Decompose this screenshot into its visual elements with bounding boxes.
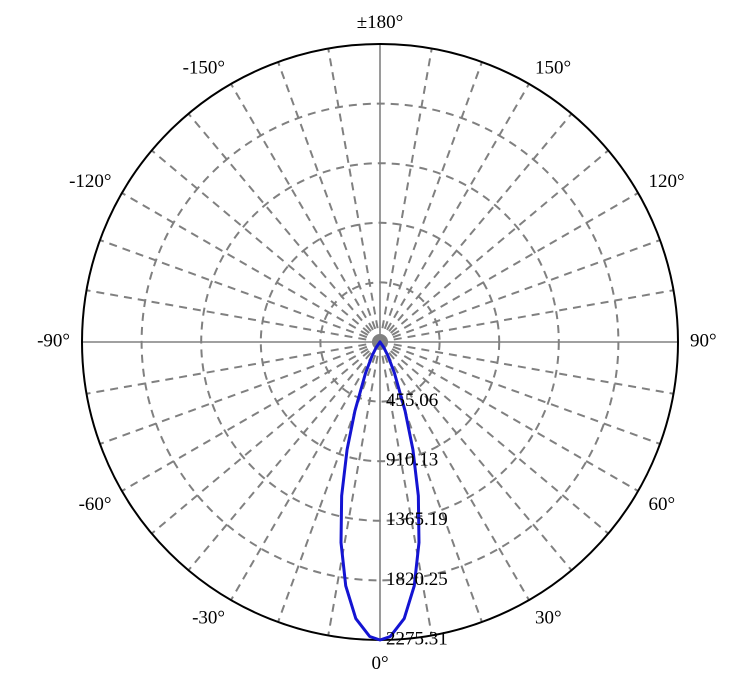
angular-tick-label: 30°	[535, 607, 562, 628]
angular-tick-label: 150°	[535, 58, 571, 79]
radial-tick-label: 910.13	[386, 450, 438, 471]
angular-tick-label: 120°	[648, 171, 684, 192]
radial-tick-label: 1820.25	[386, 569, 448, 590]
radial-tick-label: 1365.19	[386, 509, 448, 530]
polar-chart-svg: 455.06 910.13 1365.19 1820.25 2275.31 ±180° 15…	[0, 0, 750, 686]
angular-tick-label: 90°	[690, 330, 717, 351]
angular-tick-label: -90°	[37, 330, 70, 351]
angular-tick-label: 60°	[648, 494, 675, 515]
angular-tick-label: -60°	[79, 494, 112, 515]
polar-chart: 455.06 910.13 1365.19 1820.25 2275.31 ±180° 15…	[0, 0, 750, 686]
angular-tick-label: -120°	[69, 171, 111, 192]
angular-tick-label: -150°	[183, 58, 225, 79]
angular-tick-label: 0°	[371, 653, 388, 674]
angular-tick-label: -30°	[192, 607, 225, 628]
radial-tick-label: 2275.31	[386, 628, 448, 649]
angular-tick-label: ±180°	[357, 12, 404, 33]
radial-tick-label: 455.06	[386, 390, 438, 411]
